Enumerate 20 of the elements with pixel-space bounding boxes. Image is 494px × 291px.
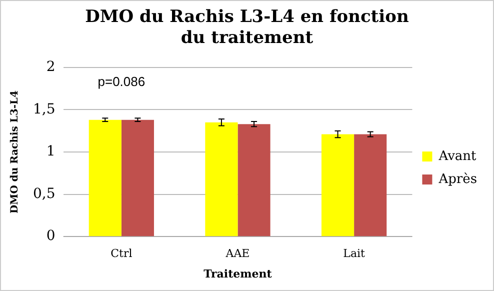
y-tick-label: 2	[46, 59, 56, 76]
annotation: p=0.086	[98, 74, 146, 89]
bar	[121, 120, 154, 236]
y-axis-title: DMO du Rachis L3-L4	[10, 90, 21, 214]
bar	[205, 122, 238, 236]
bar	[88, 120, 122, 236]
x-tick-label: Lait	[343, 247, 366, 260]
x-tick-label: Ctrl	[110, 247, 133, 260]
y-tick-label: 0,5	[33, 186, 56, 202]
bar	[238, 124, 270, 236]
legend-label: Avant	[438, 148, 478, 164]
y-tick-label: 1	[46, 144, 56, 160]
bar	[321, 134, 354, 236]
bar	[354, 134, 387, 236]
x-tick-label: AAE	[224, 247, 250, 260]
legend-label: Après	[438, 172, 478, 187]
y-tick-label: 0	[46, 228, 56, 244]
y-tick-label: 1,5	[33, 101, 56, 118]
x-axis-title: Traitement	[204, 267, 273, 280]
chart-title: DMO du Rachis L3-L4 en fonction du traitement	[84, 7, 410, 50]
